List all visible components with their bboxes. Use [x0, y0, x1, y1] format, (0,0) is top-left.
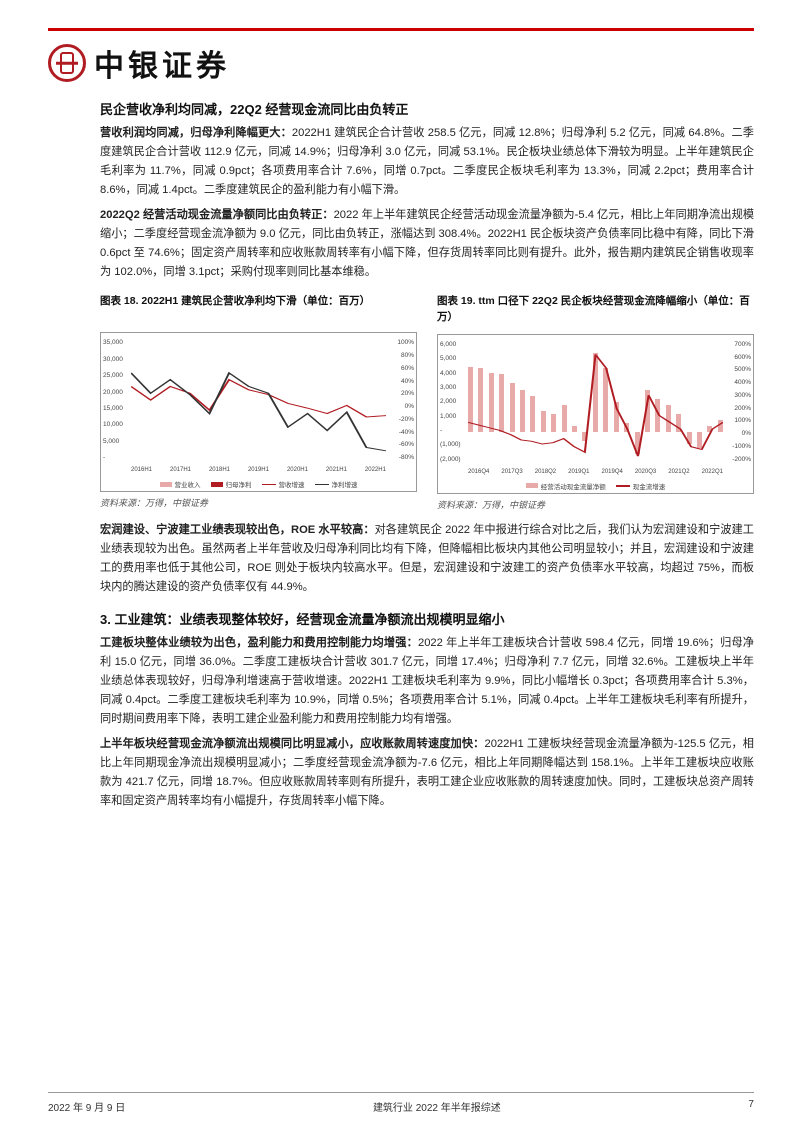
- charts-row: 图表 18. 2022H1 建筑民企营收净利均下滑（单位：百万） 35,0003…: [100, 294, 754, 511]
- chart2-legend: 经营活动现金流量净额现金流增速: [468, 481, 723, 491]
- chart2-yaxis-left: 6,0005,0004,0003,0002,0001,000-(1,000)(2…: [440, 341, 468, 463]
- chart1-box: 35,00030,00025,00020,00015,00010,0005,00…: [100, 332, 417, 492]
- footer-title: 建筑行业 2022 年半年报综述: [373, 1099, 501, 1114]
- chart1-block: 图表 18. 2022H1 建筑民企营收净利均下滑（单位：百万） 35,0003…: [100, 294, 417, 511]
- s3p1-body: 2022 年上半年工建板块合计营收 598.4 亿元，同增 19.6%；归母净利…: [100, 637, 754, 725]
- chart2-block: 图表 19. ttm 口径下 22Q2 民企板块经营现金流降幅缩小（单位：百万）…: [437, 294, 754, 511]
- chart1-lines: [131, 339, 386, 461]
- chart2-lines: [468, 341, 723, 463]
- top-accent-bar: [48, 28, 754, 31]
- section1-para1: 营收利润均同减，归母净利降幅更大：2022H1 建筑民企合计营收 258.5 亿…: [100, 124, 754, 200]
- footer-divider: [48, 1092, 754, 1093]
- s3-num: 3.: [100, 612, 111, 627]
- chart2-source: 资料来源：万得，中银证券: [437, 498, 754, 511]
- chart2-box: 6,0005,0004,0003,0002,0001,000-(1,000)(2…: [437, 334, 754, 494]
- section3-para2: 上半年板块经营现金流净额流出规模同比明显减小，应收账款周转速度加快：2022H1…: [100, 735, 754, 811]
- s1p2-lead: 2022Q2 经营活动现金流量净额同比由负转正：: [100, 209, 334, 221]
- section1-para2: 2022Q2 经营活动现金流量净额同比由负转正：2022 年上半年建筑民企经营活…: [100, 206, 754, 282]
- page-footer: 2022 年 9 月 9 日 建筑行业 2022 年半年报综述 7: [48, 1092, 754, 1114]
- chart1-source: 资料来源：万得，中银证券: [100, 496, 417, 509]
- s2-lead: 宏润建设、宁波建工业绩表现较出色，ROE 水平较高：: [100, 524, 375, 536]
- chart2-xaxis: 2016Q42017Q32018Q22019Q12019Q42020Q32021…: [468, 469, 723, 475]
- chart1-legend: 营业收入归母净利营收增速净利增速: [131, 479, 386, 489]
- section3-para1: 工建板块整体业绩较为出色，盈利能力和费用控制能力均增强：2022 年上半年工建板…: [100, 634, 754, 729]
- section3-title: 3. 工业建筑：业绩表现整体较好，经营现金流量净额流出规模明显缩小: [100, 609, 754, 628]
- footer-page: 7: [748, 1099, 754, 1114]
- chart1-yaxis-right: 100%80%60%40%20%0%-20%-40%-60%-80%: [386, 339, 414, 461]
- chart2-caption: 图表 19. ttm 口径下 22Q2 民企板块经营现金流降幅缩小（单位：百万）: [437, 294, 754, 326]
- boc-logo-icon: [48, 44, 86, 82]
- s3p1-lead: 工建板块整体业绩较为出色，盈利能力和费用控制能力均增强：: [100, 637, 418, 649]
- main-content: 民企营收净利均同减，22Q2 经营现金流同比由负转正 营收利润均同减，归母净利降…: [48, 99, 754, 811]
- s3p2-lead: 上半年板块经营现金流净额流出规模同比明显减小，应收账款周转速度加快：: [100, 738, 484, 750]
- chart1-caption: 图表 18. 2022H1 建筑民企营收净利均下滑（单位：百万）: [100, 294, 417, 324]
- s1p1-lead: 营收利润均同减，归母净利降幅更大：: [100, 127, 292, 139]
- header: 中银证券: [48, 41, 754, 85]
- chart2-yaxis-right: 700%600%500%400%300%200%100%0%-100%-200%: [723, 341, 751, 463]
- footer-date: 2022 年 9 月 9 日: [48, 1099, 125, 1114]
- section2-para: 宏润建设、宁波建工业绩表现较出色，ROE 水平较高：对各建筑民企 2022 年中…: [100, 521, 754, 597]
- chart1-yaxis-left: 35,00030,00025,00020,00015,00010,0005,00…: [103, 339, 131, 461]
- chart1-area: [131, 339, 386, 461]
- chart2-area: [468, 341, 723, 463]
- s3-title-text: 工业建筑：业绩表现整体较好，经营现金流量净额流出规模明显缩小: [114, 612, 504, 627]
- section1-title: 民企营收净利均同减，22Q2 经营现金流同比由负转正: [100, 99, 754, 118]
- brand-name: 中银证券: [94, 41, 230, 85]
- chart1-xaxis: 2016H12017H12018H12019H12020H12021H12022…: [131, 467, 386, 473]
